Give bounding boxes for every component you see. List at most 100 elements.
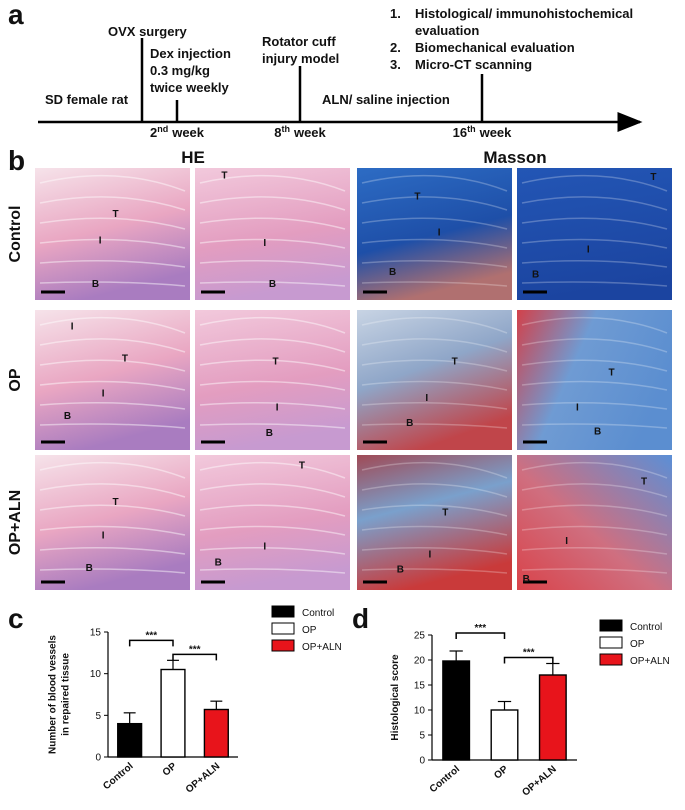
week-number: 8	[274, 125, 281, 140]
x-tick-label: OP	[492, 764, 510, 782]
tissue-texture	[199, 359, 346, 372]
row-label: OP	[7, 368, 24, 391]
histology-image	[357, 168, 512, 300]
tissue-label: T	[273, 356, 279, 367]
x-tick-label: OP+ALN	[520, 764, 558, 799]
week-suffix: nd	[157, 124, 168, 134]
bar	[490, 709, 519, 761]
tissue-label: T	[452, 356, 458, 367]
histology-image	[357, 455, 512, 590]
bar	[538, 674, 567, 761]
tissue-label: I	[263, 541, 266, 552]
tissue-label: B	[92, 279, 99, 290]
legend-swatch	[271, 622, 295, 635]
x-tick-label: Control	[428, 764, 462, 795]
bar	[203, 708, 229, 758]
tissue-texture	[39, 281, 186, 287]
tissue-label: I	[102, 531, 105, 542]
legend-swatch	[599, 653, 623, 666]
tissue-texture	[361, 359, 508, 372]
legend-label: Control	[630, 622, 662, 633]
tissue-texture	[199, 483, 346, 498]
timeline-event: OVX surgery	[108, 24, 188, 39]
tissue-label: T	[608, 368, 614, 379]
tissue-texture	[39, 568, 186, 574]
outcome-text: evaluation	[415, 23, 479, 38]
tissue-texture	[361, 380, 508, 391]
significance-label: ***	[523, 648, 535, 659]
week-label: 16th week	[453, 124, 513, 140]
tissue-label: B	[389, 267, 396, 278]
tissue-texture	[199, 217, 346, 230]
significance-label: ***	[189, 644, 201, 655]
outcome-number: 1.	[390, 6, 401, 21]
significance-label: ***	[474, 623, 486, 634]
tissue-label: T	[122, 354, 128, 365]
significance-label: ***	[145, 630, 157, 641]
tissue-texture	[361, 483, 508, 498]
y-tick-label: 0	[95, 753, 101, 764]
tissue-texture	[199, 338, 346, 353]
week-number: 16	[453, 125, 467, 140]
tissue-texture	[361, 316, 508, 334]
tissue-texture	[361, 504, 508, 517]
significance-bracket	[128, 639, 174, 647]
tissue-label: T	[299, 460, 305, 471]
tissue-texture	[361, 338, 508, 353]
tissue-texture	[199, 504, 346, 517]
tissue-label: I	[565, 536, 568, 547]
tissue-texture	[361, 568, 508, 574]
outcome-text: Histological/ immunohistochemical	[415, 6, 633, 21]
y-tick-label: 0	[419, 756, 425, 767]
y-axis-label: in repaired tissue	[61, 653, 72, 736]
y-axis-label: Histological score	[390, 654, 401, 741]
week-unit: week	[171, 125, 205, 140]
timeline-event: twice weekly	[150, 80, 230, 95]
tissue-label: I	[576, 403, 579, 414]
timeline-event: Dex injection	[150, 46, 231, 61]
column-title: HE	[181, 148, 205, 167]
tissue-texture	[521, 238, 668, 249]
tissue-label: B	[215, 558, 222, 569]
tissue-texture	[199, 174, 346, 192]
legend-swatch	[599, 619, 623, 632]
tissue-texture	[521, 217, 668, 230]
tissue-texture	[361, 525, 508, 536]
tissue-texture	[199, 281, 346, 287]
tissue-texture	[39, 196, 186, 211]
legend-label: OP	[630, 639, 645, 650]
week-number: 2	[150, 125, 157, 140]
tissue-texture	[39, 217, 186, 230]
week-label: 8th week	[274, 124, 326, 140]
tissue-label: I	[425, 393, 428, 404]
legend-swatch	[271, 639, 295, 652]
tissue-texture	[521, 547, 668, 555]
tissue-texture	[199, 525, 346, 536]
tissue-texture	[521, 423, 668, 429]
histology-image	[195, 455, 350, 590]
tissue-texture	[199, 423, 346, 429]
tissue-label: T	[650, 172, 656, 183]
significance-bracket	[172, 653, 218, 661]
y-tick-label: 10	[414, 706, 426, 717]
tissue-texture	[361, 196, 508, 211]
legend-label: Control	[302, 608, 334, 619]
tissue-texture	[521, 504, 668, 517]
tissue-texture	[199, 547, 346, 555]
x-tick-label: Control	[101, 761, 135, 792]
outcome-number: 2.	[390, 40, 401, 55]
tissue-texture	[521, 359, 668, 372]
tissue-label: I	[102, 389, 105, 400]
y-tick-label: 5	[419, 731, 425, 742]
tissue-texture	[39, 423, 186, 429]
tissue-texture	[199, 402, 346, 410]
tissue-texture	[361, 238, 508, 249]
tissue-texture	[361, 402, 508, 410]
tissue-label: B	[397, 564, 404, 575]
panel-label: c	[8, 603, 24, 634]
week-suffix: th	[467, 124, 476, 134]
tissue-label: I	[438, 227, 441, 238]
tissue-texture	[199, 461, 346, 479]
bar	[160, 668, 186, 758]
tissue-label: I	[263, 238, 266, 249]
